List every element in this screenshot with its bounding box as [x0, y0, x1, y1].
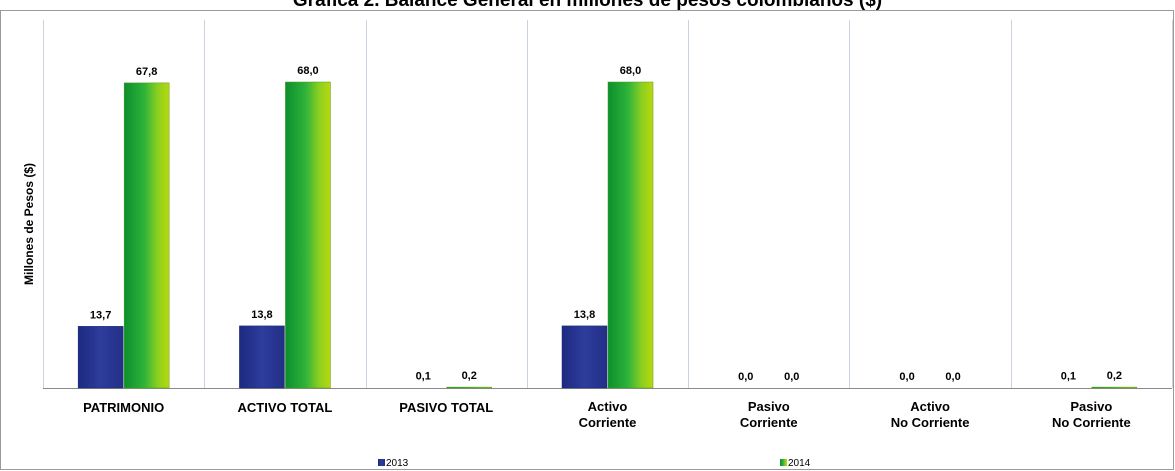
data-label: 0,0: [738, 371, 753, 383]
data-label: 0,1: [1061, 371, 1076, 383]
data-label: 68,0: [297, 65, 318, 77]
category-label: PATRIMONIO: [83, 400, 164, 415]
y-axis-label: Millones de Pesos ($): [22, 163, 36, 285]
data-label: 0,0: [945, 371, 960, 383]
data-label: 13,7: [90, 309, 111, 321]
chart-frame: [0, 10, 1174, 470]
data-label: 0,1: [416, 371, 431, 383]
category-label: Corriente: [740, 415, 798, 430]
legend-label-2014: 2014: [788, 458, 811, 469]
category-label: Pasivo: [748, 399, 790, 414]
bar-2014: [123, 82, 170, 389]
legend-label-2013: 2013: [386, 458, 409, 469]
data-label: 0,0: [784, 371, 799, 383]
chart-title: Grafica 2. Balance General en millones d…: [292, 0, 883, 11]
category-label: Corriente: [579, 415, 637, 430]
data-label: 68,0: [620, 65, 641, 77]
category-label: No Corriente: [891, 415, 970, 430]
data-label: 67,8: [136, 66, 157, 78]
category-label: Activo: [588, 399, 628, 414]
bar-2013: [77, 326, 124, 389]
data-label: 13,8: [251, 309, 272, 321]
data-label: 0,2: [1107, 370, 1122, 382]
category-label: Activo: [910, 399, 950, 414]
category-label: Pasivo: [1070, 399, 1112, 414]
bar-2014: [285, 81, 331, 389]
legend-swatch-2013: [378, 459, 385, 466]
bar-2014: [446, 386, 492, 389]
bar-2014: [1091, 386, 1138, 389]
bar-2013: [239, 325, 285, 389]
category-label: No Corriente: [1052, 415, 1131, 430]
category-label: ACTIVO TOTAL: [237, 400, 332, 415]
bar-2014: [607, 81, 654, 389]
category-label: PASIVO TOTAL: [399, 400, 493, 415]
bar-2013: [561, 325, 608, 389]
data-label: 0,0: [899, 371, 914, 383]
legend-swatch-2014: [780, 459, 787, 466]
data-label: 0,2: [462, 370, 477, 382]
data-label: 13,8: [574, 309, 595, 321]
